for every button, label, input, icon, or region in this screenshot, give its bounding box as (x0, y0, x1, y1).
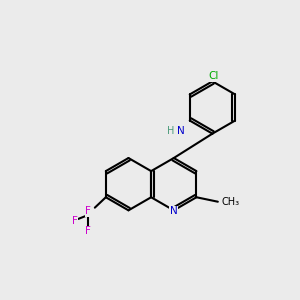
Text: F: F (85, 226, 91, 236)
Text: F: F (72, 216, 78, 226)
Text: N: N (170, 206, 178, 216)
Text: N: N (177, 126, 184, 136)
Text: F: F (85, 206, 91, 216)
Text: Cl: Cl (209, 71, 219, 81)
Text: CH₃: CH₃ (221, 197, 239, 207)
Text: H: H (167, 126, 175, 136)
